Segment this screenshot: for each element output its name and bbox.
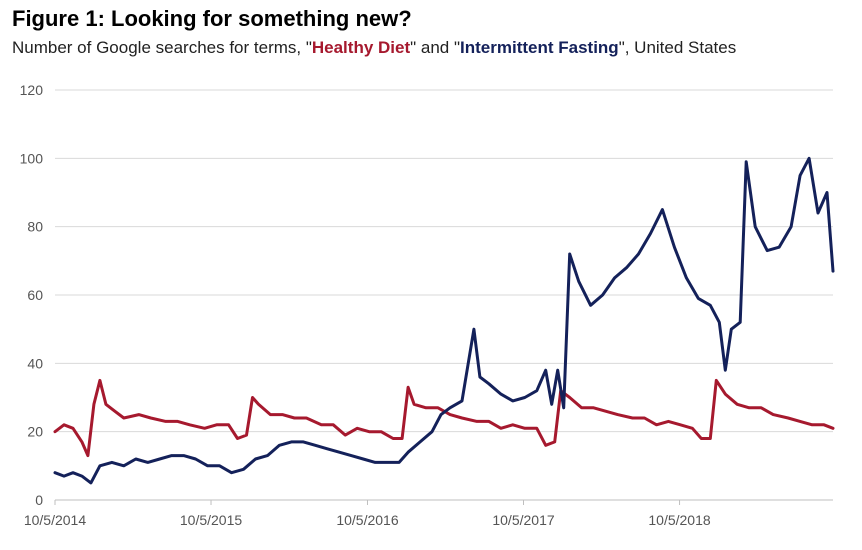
y-tick-label: 100 bbox=[20, 150, 44, 166]
y-tick-label: 40 bbox=[27, 355, 43, 371]
y-axis: 0 20 40 60 80 100 120 bbox=[20, 82, 44, 508]
y-tick-label: 20 bbox=[27, 424, 43, 440]
gridlines bbox=[55, 89, 833, 433]
subtitle-term-intermittent-fasting: Intermittent Fasting bbox=[460, 38, 619, 57]
subtitle-term-healthy-diet: Healthy Diet bbox=[311, 38, 411, 57]
y-tick-label: 60 bbox=[27, 287, 43, 303]
x-tick-label: 10/5/2014 bbox=[24, 512, 86, 528]
subtitle-prefix: Number of Google searches for terms, " bbox=[12, 38, 312, 57]
subtitle-mid: " and " bbox=[410, 38, 461, 57]
y-tick-label: 0 bbox=[35, 492, 43, 508]
y-tick-label: 120 bbox=[20, 82, 44, 98]
series-line-healthy-diet bbox=[53, 378, 835, 458]
subtitle-suffix: ", United States bbox=[618, 38, 737, 57]
y-tick-label: 80 bbox=[27, 219, 43, 235]
x-tick-label: 10/5/2015 bbox=[180, 512, 242, 528]
x-tick-label: 10/5/2016 bbox=[336, 512, 398, 528]
chart-subtitle: Number of Google searches for terms, "He… bbox=[12, 38, 736, 58]
series-lines bbox=[53, 156, 835, 485]
x-axis: 10/5/2014 10/5/2015 10/5/2016 10/5/2017 10/5… bbox=[24, 499, 833, 528]
series-line-intermittent-fasting bbox=[53, 156, 835, 485]
x-tick-label: 10/5/2017 bbox=[492, 512, 554, 528]
chart-title: Figure 1: Looking for something new? bbox=[12, 6, 412, 31]
x-tick-label: 10/5/2018 bbox=[648, 512, 710, 528]
